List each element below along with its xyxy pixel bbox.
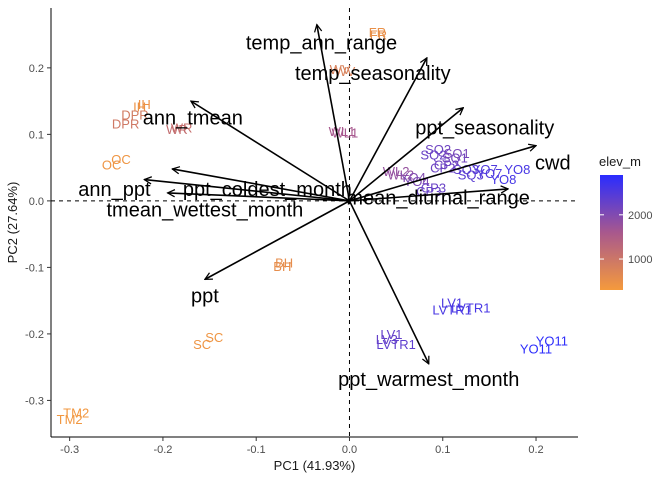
sample-label: BH: [273, 259, 291, 274]
legend-colorbar: [600, 175, 623, 290]
sample-label: LV1: [380, 327, 402, 342]
sample-label: SQ1: [442, 151, 468, 166]
sample-label: SC: [193, 337, 211, 352]
loading-arrow: [205, 200, 350, 281]
loading-arrow: [348, 200, 430, 364]
loading-arrow: [191, 101, 350, 202]
x-tick-label: -0.1: [247, 444, 266, 456]
sample-label: WR: [166, 122, 188, 137]
sample-label: WV: [330, 62, 351, 77]
loading-arrow: [144, 180, 350, 202]
sample-label: BH: [275, 256, 293, 271]
sample-label: CP3: [421, 181, 446, 196]
sample-label: YO8: [504, 162, 530, 177]
sample-label: IH: [133, 99, 146, 114]
sample-label: SC: [205, 330, 223, 345]
x-axis-title: PC1 (41.93%): [274, 458, 356, 473]
sample-label: YO7: [476, 166, 502, 181]
loading-label: ann_tmean: [143, 108, 243, 130]
loading-arrow: [348, 58, 428, 202]
sample-label: LVTR1: [376, 337, 416, 352]
loading-label: temp_ann_range: [246, 33, 397, 55]
y-tick-label: 0.2: [29, 63, 44, 75]
legend-title: elev_m: [599, 154, 641, 169]
y-tick-label: 0.1: [29, 129, 44, 141]
loading-label: ppt_coldest_month: [183, 179, 352, 201]
sample-label: LVTR1: [432, 302, 472, 317]
sample-label: SQ2: [425, 142, 451, 157]
y-tick-label: 0.0: [29, 196, 44, 208]
legend-tick-label: 1000: [628, 254, 652, 266]
loading-arrow: [317, 25, 351, 202]
axes-layer: -0.3 -0.2 -0.1 0.0 0.1 0.2 -0.3 -0.2 -0.1 0.0 0.1 0…: [5, 8, 578, 473]
sample-label: SQ1: [444, 146, 470, 161]
loading-label: ppt: [191, 285, 219, 307]
x-tick-label: 0.0: [342, 444, 357, 456]
loading-label: ppt_seasonality: [415, 118, 554, 140]
sample-label: TM2: [57, 412, 83, 427]
sample-label: DPR: [112, 117, 139, 132]
sample-label: DPR: [121, 107, 148, 122]
sample-label: YO7: [472, 162, 498, 177]
sample-label: YO4: [400, 170, 426, 185]
loading-arrow: [172, 169, 350, 202]
legend: elev_m 1000 2000: [599, 154, 652, 290]
sample-label: WL2: [387, 167, 414, 182]
sample-label: SQ3: [458, 167, 484, 182]
y-tick-label: -0.2: [25, 329, 44, 341]
x-tick-label: -0.3: [60, 444, 79, 456]
sample-label: FR: [369, 25, 386, 40]
x-tick-label: 0.2: [528, 444, 543, 456]
sample-label: YO8: [490, 172, 516, 187]
sample-label: WR: [171, 121, 193, 136]
loading-label: temp_seasonality: [295, 63, 451, 85]
loading-label: mean_diurnal_range: [346, 188, 529, 210]
sample-label: IH: [138, 97, 151, 112]
sample-label: YO11: [536, 334, 568, 349]
loading-arrow: [168, 193, 350, 202]
y-axis-title: PC2 (27.64%): [5, 182, 20, 264]
x-tick-label: -0.2: [153, 444, 172, 456]
sample-label: SQ2: [420, 147, 446, 162]
legend-tick-label: 2000: [628, 210, 652, 222]
x-tick-label: 0.1: [435, 444, 450, 456]
sample-label: SQ3: [453, 162, 479, 177]
loading-label: cwd: [535, 152, 571, 174]
loading-arrow: [348, 108, 463, 202]
sample-label: TM2: [63, 405, 89, 420]
sample-label: CP2: [434, 157, 459, 172]
loading-arrow: [349, 146, 536, 202]
loading-arrows: [144, 25, 536, 364]
sample-label: LV3: [376, 332, 398, 347]
sample-label: LVTR1: [451, 300, 491, 315]
sample-label: OC: [102, 157, 122, 172]
loading-label: ppt_warmest_month: [338, 369, 519, 391]
loading-arrow: [349, 189, 508, 202]
sample-label: OC: [111, 152, 131, 167]
sample-label: FR: [370, 28, 387, 43]
y-tick-label: -0.1: [25, 262, 44, 274]
loading-label: ann_ppt: [78, 179, 151, 201]
loading-label: tmean_wettest_month: [107, 200, 304, 222]
sample-label: YO11: [520, 342, 552, 357]
y-tick-label: -0.3: [25, 395, 44, 407]
sample-label: WV: [334, 64, 355, 79]
sample-label: LV1: [441, 296, 463, 311]
